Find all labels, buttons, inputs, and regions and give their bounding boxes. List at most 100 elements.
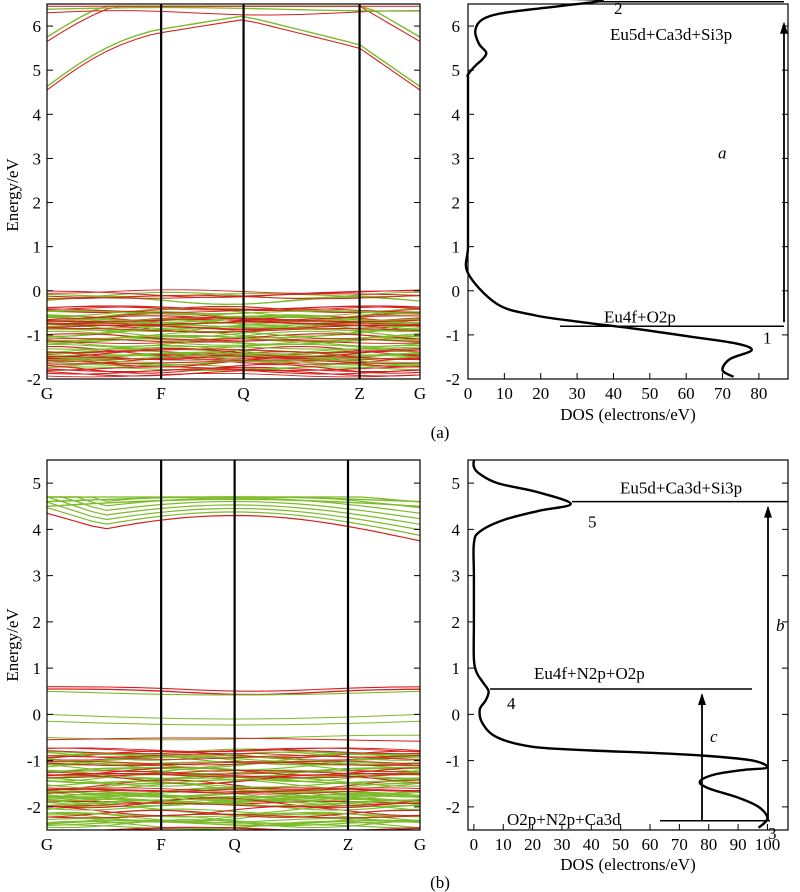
- band-line: [47, 688, 420, 696]
- x-tick-label: 40: [583, 835, 600, 854]
- band-line: [47, 339, 420, 344]
- kpoint-label: Z: [354, 384, 364, 403]
- band-line: [47, 355, 420, 361]
- band-line: [47, 751, 420, 761]
- y-tick-label: 5: [452, 474, 461, 493]
- x-tick-label: 70: [671, 835, 688, 854]
- band-line: [47, 498, 420, 507]
- panel-b-y-ticks: -2 -1 0 1 2 3 4 5: [27, 474, 420, 817]
- x-tick-label: 80: [750, 384, 767, 403]
- y-tick-label: -2: [27, 798, 41, 817]
- x-tick-label: 10: [495, 835, 512, 854]
- kpoint-label: G: [41, 835, 53, 854]
- x-tick-label: 20: [532, 384, 549, 403]
- x-tick-label: 50: [641, 384, 658, 403]
- band-line: [47, 819, 420, 829]
- band-line: [47, 747, 420, 753]
- y-tick-label: 5: [33, 474, 42, 493]
- y-tick-label: 4: [452, 520, 461, 539]
- y-tick-label: 4: [452, 105, 461, 124]
- band-line: [47, 315, 420, 321]
- band-line: [47, 311, 420, 323]
- level-label-4: Eu4f+N2p+O2p: [534, 664, 645, 683]
- band-line: [47, 347, 420, 358]
- band-line: [47, 797, 420, 809]
- band-line: [47, 802, 420, 808]
- band-line: [47, 306, 420, 311]
- kpoint-label: G: [414, 384, 426, 403]
- band-line: [47, 800, 420, 807]
- band-line: [47, 761, 420, 767]
- y-tick-label: 1: [452, 238, 461, 257]
- panel-a-kpoint-lines: [160, 4, 361, 379]
- kpoint-label: Z: [343, 835, 353, 854]
- panel-a-band-frame: [46, 3, 421, 380]
- x-tick-label: 70: [714, 384, 731, 403]
- band-line: [47, 359, 420, 364]
- kpoint-label: F: [156, 835, 165, 854]
- band-line: [47, 328, 420, 339]
- band-line: [47, 501, 420, 531]
- band-line: [47, 773, 420, 779]
- band-line: [47, 327, 420, 338]
- band-line: [47, 359, 420, 364]
- y-tick-label: 1: [452, 659, 461, 678]
- panel-b-band-frame: [46, 459, 421, 831]
- y-tick-label: 0: [452, 282, 461, 301]
- band-line: [47, 344, 420, 355]
- panel-b-dos-plot: 0 10 20 30 40 50 60 70 80 90 100 -2 -1 0 1 2 3 4 5 Eu5d+Ca3…: [446, 459, 788, 854]
- y-tick-label: -2: [446, 798, 460, 817]
- band-line: [47, 348, 420, 354]
- level-marker-1: 1: [763, 329, 772, 348]
- y-tick-label: 3: [33, 149, 42, 168]
- y-tick-label: 3: [33, 567, 42, 586]
- band-line: [47, 496, 420, 503]
- level-label-5: Eu5d+Ca3d+Si3p: [620, 479, 742, 498]
- y-tick-label: 2: [452, 613, 461, 632]
- band-line: [47, 787, 420, 796]
- y-tick-label: -2: [27, 370, 41, 389]
- band-line: [47, 809, 420, 818]
- y-tick-label: -2: [446, 370, 460, 389]
- band-line: [47, 734, 420, 741]
- band-line: [47, 290, 420, 298]
- band-line: [47, 6, 420, 12]
- band-line: [47, 824, 420, 830]
- y-tick-label: 0: [452, 705, 461, 724]
- band-line: [47, 363, 420, 374]
- x-tick-label: 80: [700, 835, 717, 854]
- level-label-1: Eu4f+O2p: [604, 307, 676, 326]
- x-tick-label: 60: [642, 835, 659, 854]
- band-line: [47, 720, 420, 726]
- band-line: [47, 686, 420, 692]
- x-tick-label: 30: [553, 835, 570, 854]
- panel-b-kpoint-lines: [160, 460, 350, 830]
- band-line: [47, 296, 420, 305]
- band-line: [47, 820, 420, 826]
- band-line: [47, 512, 420, 542]
- band-line: [47, 791, 420, 802]
- band-line: [47, 790, 420, 801]
- panel-a-caption: (a): [431, 423, 450, 442]
- y-tick-label: 4: [33, 105, 42, 124]
- transition-arrow-a-head: [780, 21, 788, 34]
- band-line: [47, 372, 420, 378]
- y-tick-label: 2: [33, 613, 42, 632]
- panel-a-y-axis-label: Energy/eV: [3, 158, 22, 232]
- x-tick-label: 0: [470, 835, 479, 854]
- band-line: [47, 496, 420, 514]
- band-line: [47, 769, 420, 775]
- y-tick-label: 5: [33, 61, 42, 80]
- band-line: [47, 760, 420, 766]
- kpoint-label: Q: [237, 384, 249, 403]
- band-line: [47, 797, 420, 804]
- y-tick-label: -1: [446, 326, 460, 345]
- band-line: [47, 322, 420, 331]
- dos-curve: [464, 0, 753, 378]
- level-marker-4: 4: [507, 694, 516, 713]
- y-tick-label: -1: [27, 326, 41, 345]
- y-tick-label: 4: [33, 520, 42, 539]
